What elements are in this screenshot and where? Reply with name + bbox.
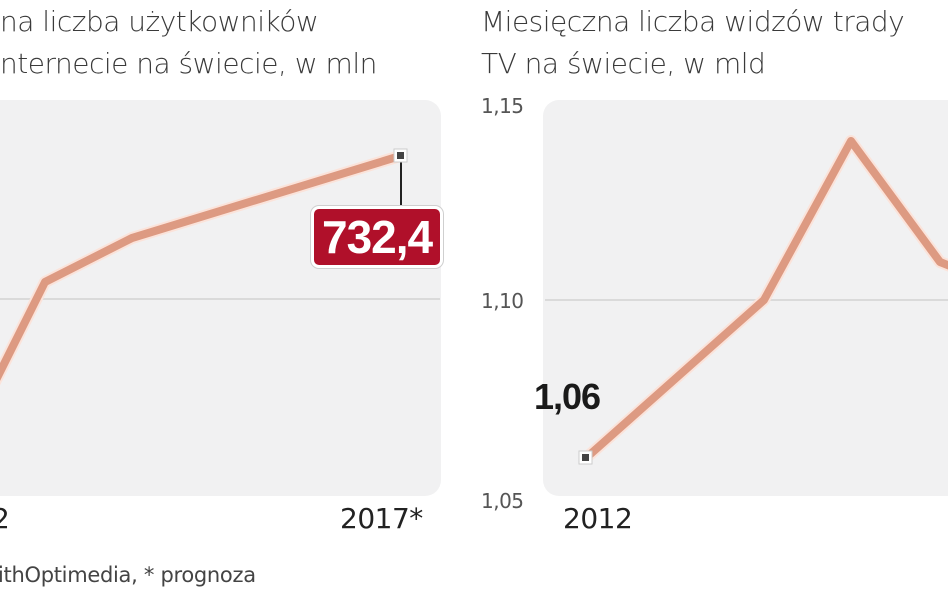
right-series-line bbox=[583, 137, 948, 461]
right-y-tick-110: 1,10 bbox=[481, 289, 524, 313]
right-first-value-label: 1,06 bbox=[534, 376, 601, 417]
left-series-line-core bbox=[0, 152, 402, 381]
left-x-last-label: 2017* bbox=[340, 502, 423, 535]
left-chart-title-line2: nternecie na świecie, w mln bbox=[0, 47, 377, 80]
right-y-tick-115: 1,15 bbox=[481, 94, 524, 118]
left-last-value-callout: 732,4 bbox=[314, 209, 441, 265]
left-chart-title-line1: na liczba użytkowników bbox=[0, 5, 319, 38]
right-x-first-label: 2012 bbox=[563, 502, 633, 535]
left-x-first-label: 2 bbox=[0, 502, 10, 535]
right-chart-title-line2: TV na świecie, w mld bbox=[481, 47, 766, 80]
source-note: ithOptimedia, * prognoza bbox=[0, 563, 256, 587]
right-chart-title-line1: Miesięczna liczba widzów trady bbox=[481, 5, 905, 38]
right-y-tick-105: 1,05 bbox=[481, 489, 524, 513]
